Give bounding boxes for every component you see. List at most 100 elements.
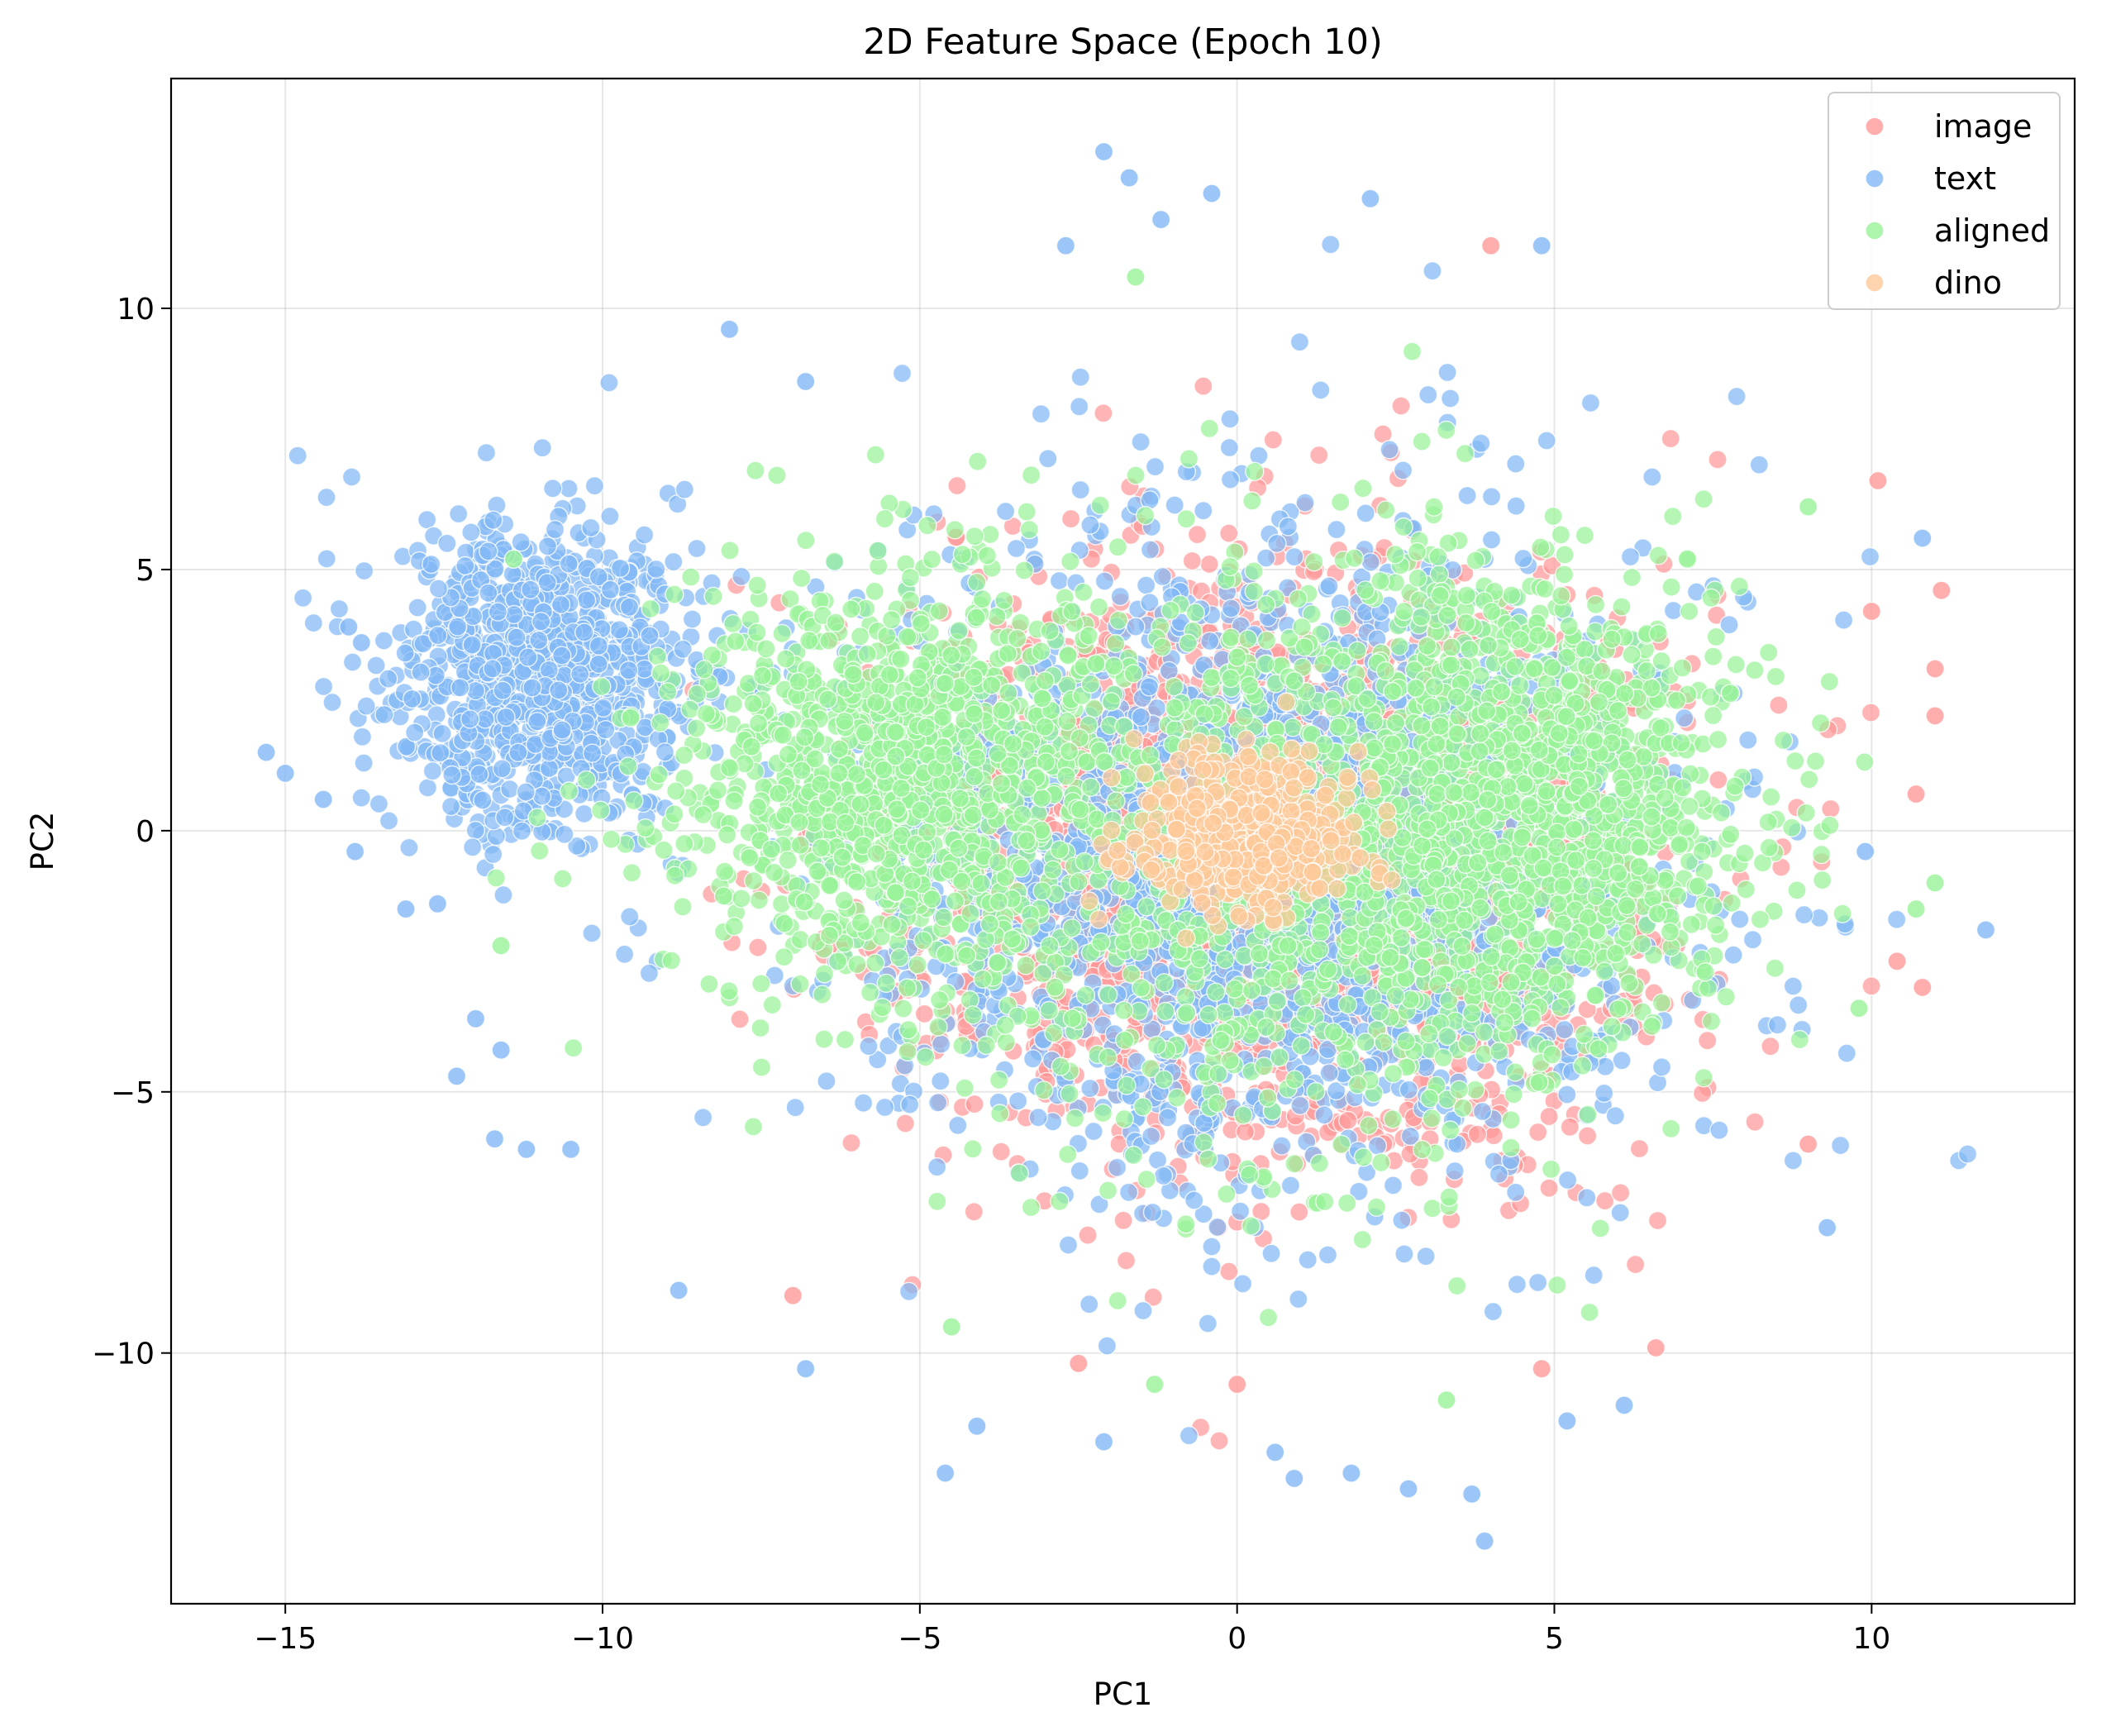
data-point bbox=[1263, 430, 1284, 450]
data-point bbox=[1327, 519, 1346, 540]
data-point bbox=[927, 1093, 948, 1113]
data-point bbox=[1612, 1051, 1632, 1071]
data-point bbox=[1194, 376, 1213, 396]
data-point bbox=[947, 475, 967, 496]
data-point bbox=[1008, 1091, 1028, 1111]
data-point bbox=[1925, 659, 1945, 679]
data-point bbox=[1116, 1251, 1137, 1271]
data-point bbox=[407, 598, 427, 618]
data-point bbox=[1078, 1225, 1098, 1245]
data-point bbox=[1356, 503, 1375, 523]
data-point bbox=[1079, 1294, 1099, 1314]
data-point bbox=[991, 1142, 1011, 1161]
data-point bbox=[1318, 1245, 1338, 1265]
data-point bbox=[995, 501, 1016, 522]
data-point bbox=[1957, 1144, 1978, 1164]
data-point bbox=[1467, 1124, 1488, 1144]
data-point bbox=[313, 676, 334, 697]
data-point bbox=[948, 1115, 968, 1136]
data-point bbox=[620, 907, 640, 927]
data-point bbox=[1202, 1257, 1222, 1276]
data-point bbox=[1697, 1030, 1718, 1051]
data-point bbox=[1311, 380, 1331, 400]
data-point bbox=[1557, 1085, 1577, 1104]
data-point bbox=[1139, 677, 1160, 697]
data-point bbox=[1484, 1125, 1504, 1146]
data-point bbox=[1830, 1135, 1851, 1156]
data-point bbox=[931, 1034, 951, 1054]
data-point bbox=[1761, 1036, 1780, 1056]
data-point bbox=[1513, 548, 1533, 569]
data-point bbox=[574, 804, 594, 824]
data-point bbox=[914, 1004, 935, 1024]
data-point bbox=[1783, 1151, 1804, 1171]
data-point bbox=[785, 1097, 805, 1118]
data-point bbox=[1646, 1338, 1666, 1358]
data-point bbox=[1527, 1122, 1548, 1142]
data-point bbox=[1069, 1353, 1089, 1374]
data-point bbox=[1745, 1112, 1765, 1132]
data-point bbox=[1532, 1358, 1551, 1379]
data-point bbox=[1140, 540, 1160, 560]
data-point bbox=[1267, 533, 1287, 554]
data-point bbox=[931, 1071, 951, 1091]
data-point bbox=[1886, 909, 1907, 929]
data-point bbox=[1308, 445, 1329, 465]
data-point bbox=[1392, 1210, 1412, 1230]
data-point bbox=[1070, 479, 1090, 500]
data-point bbox=[1080, 515, 1100, 535]
data-point bbox=[1416, 1246, 1436, 1266]
data-point bbox=[1094, 571, 1115, 591]
data-point bbox=[1932, 580, 1952, 600]
data-point bbox=[1861, 601, 1882, 622]
data-point bbox=[1555, 1019, 1575, 1040]
data-point bbox=[1202, 1237, 1222, 1257]
data-point bbox=[1674, 708, 1694, 728]
data-point bbox=[1289, 332, 1310, 352]
data-point bbox=[1118, 1182, 1139, 1203]
data-point bbox=[1605, 1106, 1626, 1126]
data-point bbox=[1647, 1210, 1668, 1231]
data-point bbox=[1423, 261, 1442, 281]
data-point bbox=[1038, 449, 1058, 469]
data-point bbox=[1319, 576, 1339, 596]
data-point bbox=[1749, 455, 1770, 475]
data-point bbox=[1798, 1134, 1818, 1154]
data-point bbox=[1284, 546, 1304, 567]
data-point bbox=[1080, 1078, 1100, 1099]
data-point bbox=[964, 1202, 984, 1222]
data-point bbox=[1868, 470, 1888, 491]
data-point bbox=[748, 937, 768, 957]
data-point bbox=[1580, 393, 1601, 413]
data-point bbox=[895, 1114, 916, 1133]
data-point bbox=[1577, 1126, 1598, 1146]
data-point bbox=[1289, 1289, 1308, 1309]
data-point bbox=[1738, 730, 1758, 750]
data-point bbox=[1126, 617, 1146, 637]
data-point bbox=[1642, 467, 1662, 487]
data-point bbox=[1457, 485, 1477, 506]
data-point bbox=[1925, 706, 1945, 726]
data-point bbox=[1235, 1122, 1256, 1142]
data-point bbox=[1131, 432, 1151, 452]
data-point bbox=[1070, 1161, 1090, 1181]
data-point bbox=[1391, 396, 1411, 416]
data-point bbox=[1084, 1121, 1103, 1142]
data-point bbox=[1833, 610, 1854, 630]
data-point bbox=[441, 796, 461, 817]
data-point bbox=[1537, 431, 1556, 451]
data-point bbox=[1481, 530, 1502, 550]
data-point bbox=[1861, 976, 1881, 996]
data-point bbox=[1153, 1166, 1174, 1186]
data-point bbox=[1184, 1190, 1204, 1210]
data-point bbox=[341, 467, 362, 487]
data-point bbox=[1131, 707, 1151, 727]
data-point bbox=[1661, 428, 1680, 449]
data-point bbox=[1113, 1210, 1133, 1231]
data-point bbox=[1094, 403, 1113, 423]
data-point bbox=[1221, 599, 1241, 618]
data-point bbox=[1560, 1117, 1580, 1137]
data-point bbox=[1472, 1101, 1493, 1122]
data-point bbox=[1418, 384, 1438, 405]
